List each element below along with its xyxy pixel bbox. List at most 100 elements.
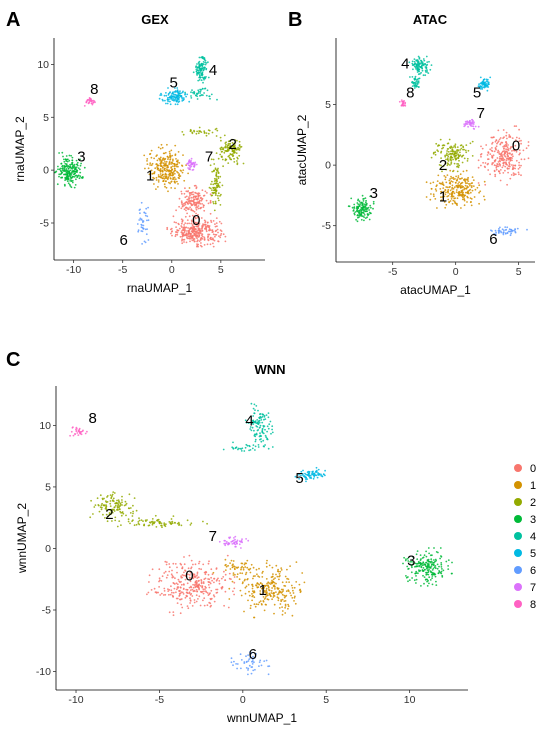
data-point [504,155,507,158]
data-point [164,570,167,573]
data-point [493,170,496,173]
data-point [244,573,247,576]
data-point [251,599,254,602]
data-point [177,229,179,232]
y-tick-label: 5 [43,112,49,124]
data-point [196,574,198,577]
data-point [457,175,460,177]
data-point [75,170,78,173]
data-point [198,587,200,590]
data-point [310,473,313,475]
data-point [284,606,286,609]
data-point [168,611,171,614]
data-point [196,234,199,237]
cluster-4-points [408,55,433,89]
data-point [100,504,103,507]
data-point [211,579,214,582]
data-point [181,100,184,102]
data-point [438,570,440,572]
data-point [112,497,115,500]
data-point [187,200,190,203]
data-point [183,584,185,586]
data-point [118,506,120,509]
data-point [410,564,413,567]
y-tick-label: 5 [45,481,51,493]
data-point [67,170,69,173]
data-point [215,217,218,220]
data-point [231,580,234,583]
data-point [225,143,227,146]
data-point [234,142,237,144]
data-point [409,560,412,563]
data-point [264,597,267,599]
data-point [248,445,251,448]
data-point [445,158,447,161]
data-point [300,470,303,473]
data-point [241,447,244,450]
data-point [204,573,207,576]
data-point [164,161,166,163]
data-point [202,592,205,595]
data-point [178,173,181,176]
data-point [233,593,236,596]
data-point [424,74,427,77]
data-point [453,145,456,147]
data-point [183,224,186,226]
data-point [251,657,254,660]
data-point [202,599,204,602]
data-point [437,145,439,147]
data-point [182,574,185,577]
data-point [447,195,450,197]
data-point [114,504,117,507]
data-point [510,156,512,159]
data-point [217,194,219,197]
x-tick-label: 5 [323,694,329,706]
data-point [202,204,205,207]
data-point [417,77,420,80]
data-point [483,195,485,198]
data-point [205,199,208,202]
data-point [201,68,204,70]
data-point [254,575,256,577]
data-point [265,587,268,590]
data-point [193,601,196,604]
data-point [280,599,282,601]
data-point [452,195,455,198]
data-point [202,206,205,209]
data-point [518,140,521,143]
data-point [198,56,201,59]
data-point [249,567,252,570]
data-point [456,163,458,165]
data-point [179,169,182,172]
data-point [175,165,178,168]
data-point [176,90,179,93]
data-point [479,76,482,79]
data-point [425,550,427,553]
data-point [415,68,417,70]
data-point [194,196,197,199]
data-point [197,195,200,197]
data-point [193,234,196,237]
data-point [452,199,455,202]
data-point [259,434,262,437]
data-point [142,520,144,522]
data-point [195,68,198,71]
data-point [505,163,508,165]
data-point [222,148,225,151]
data-point [426,61,429,63]
data-point [481,147,484,150]
data-point [453,162,456,165]
data-point [247,660,250,662]
data-point [152,176,155,179]
data-point [98,510,101,513]
data-point [160,143,163,146]
data-point [186,212,189,215]
data-point [494,147,497,149]
data-point [452,158,454,161]
data-point [357,199,359,202]
data-point [183,98,185,101]
data-point [350,197,353,200]
data-point [401,100,403,103]
data-point [439,547,442,549]
data-point [171,234,173,237]
